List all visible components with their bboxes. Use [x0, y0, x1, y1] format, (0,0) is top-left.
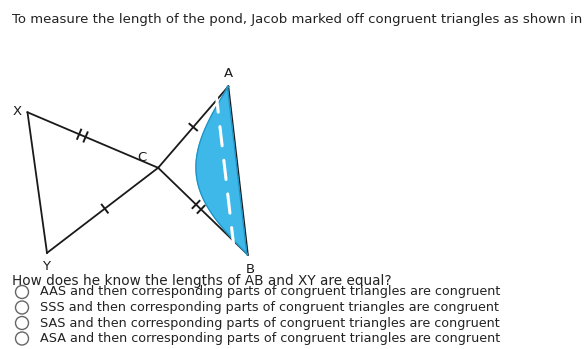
- Text: How does he know the lengths of AB and XY are equal?: How does he know the lengths of AB and X…: [12, 274, 391, 288]
- Text: To measure the length of the pond, Jacob marked off congruent triangles as shown: To measure the length of the pond, Jacob…: [12, 13, 585, 26]
- Text: A: A: [224, 67, 233, 80]
- Text: B: B: [245, 263, 254, 276]
- Text: SSS and then corresponding parts of congruent triangles are congruent: SSS and then corresponding parts of cong…: [40, 301, 500, 314]
- Text: C: C: [137, 151, 146, 164]
- Text: Y: Y: [42, 260, 50, 273]
- Text: AAS and then corresponding parts of congruent triangles are congruent: AAS and then corresponding parts of cong…: [40, 285, 501, 298]
- Text: ASA and then corresponding parts of congruent triangles are congruent: ASA and then corresponding parts of cong…: [40, 332, 501, 345]
- Polygon shape: [196, 87, 248, 255]
- Text: X: X: [12, 105, 22, 118]
- Text: SAS and then corresponding parts of congruent triangles are congruent: SAS and then corresponding parts of cong…: [40, 317, 500, 329]
